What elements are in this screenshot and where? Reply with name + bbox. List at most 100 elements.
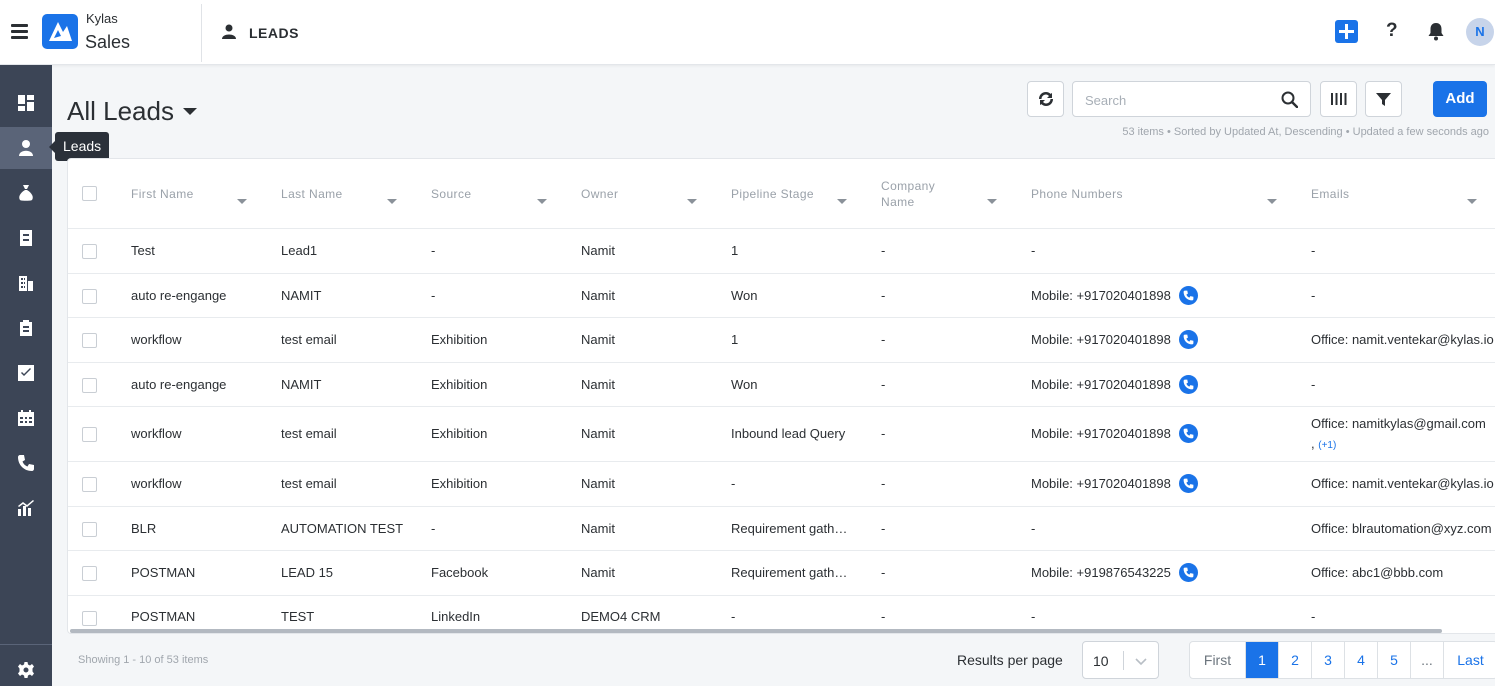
cell-last-name[interactable]: NAMIT: [281, 377, 322, 392]
nav-tasks[interactable]: [0, 352, 52, 394]
horizontal-scrollbar[interactable]: [70, 629, 1442, 633]
table-row[interactable]: workflow test email Exhibition Namit Inb…: [68, 407, 1495, 462]
select-all-checkbox[interactable]: [82, 186, 97, 201]
call-icon[interactable]: [1178, 563, 1198, 582]
cell-last-name[interactable]: LEAD 15: [281, 565, 334, 580]
table-row[interactable]: workflow test email Exhibition Namit - -…: [68, 462, 1495, 507]
nav-contacts[interactable]: [0, 217, 52, 259]
sort-phone-numbers-icon[interactable]: [1267, 199, 1277, 204]
page-5-button[interactable]: 5: [1378, 642, 1411, 678]
call-icon[interactable]: [1178, 330, 1198, 349]
page-first-button[interactable]: First: [1190, 642, 1246, 678]
row-checkbox[interactable]: [82, 427, 97, 442]
sort-source-icon[interactable]: [537, 199, 547, 204]
sort-last-name-icon[interactable]: [387, 199, 397, 204]
refresh-button[interactable]: [1027, 81, 1064, 117]
page-2-button[interactable]: 2: [1279, 642, 1312, 678]
table-row[interactable]: POSTMAN TEST LinkedIn DEMO4 CRM - - - -: [68, 596, 1495, 633]
table-row[interactable]: auto re-engange NAMIT Exhibition Namit W…: [68, 363, 1495, 407]
add-lead-button[interactable]: Add: [1433, 81, 1487, 117]
cell-last-name[interactable]: test email: [281, 476, 337, 491]
cell-first-name[interactable]: workflow: [131, 476, 182, 491]
call-icon[interactable]: [1178, 424, 1198, 443]
cell-first-name[interactable]: auto re-engange: [131, 377, 227, 392]
column-header-pipeline-stage[interactable]: Pipeline Stage: [731, 187, 814, 201]
bell-icon[interactable]: [1427, 22, 1445, 41]
row-checkbox[interactable]: [82, 522, 97, 537]
view-dropdown-caret-icon[interactable]: [183, 108, 197, 115]
cell-first-name[interactable]: workflow: [131, 332, 182, 347]
sort-owner-icon[interactable]: [687, 199, 697, 204]
user-avatar[interactable]: N: [1466, 18, 1494, 46]
sort-company-name-icon[interactable]: [987, 199, 997, 204]
row-checkbox[interactable]: [82, 611, 97, 626]
cell-first-name[interactable]: auto re-engange: [131, 288, 227, 303]
table-row[interactable]: workflow test email Exhibition Namit 1 -…: [68, 318, 1495, 363]
nav-settings[interactable]: [0, 649, 52, 686]
cell-first-name[interactable]: workflow: [131, 426, 182, 441]
column-header-phone-numbers[interactable]: Phone Numbers: [1031, 187, 1123, 201]
kylas-logo[interactable]: [42, 14, 78, 49]
search-icon[interactable]: [1281, 91, 1298, 108]
cell-last-name[interactable]: TEST: [281, 609, 315, 624]
column-header-last-name[interactable]: Last Name: [281, 187, 343, 201]
filter-button[interactable]: [1365, 81, 1402, 117]
search-field[interactable]: [1072, 81, 1311, 117]
page-3-button[interactable]: 3: [1312, 642, 1345, 678]
cell-last-name[interactable]: NAMIT: [281, 288, 322, 303]
cell-last-name[interactable]: Lead1: [281, 243, 318, 258]
cell-last-name[interactable]: test email: [281, 332, 337, 347]
money-bag-icon: [19, 185, 33, 201]
quick-add-icon[interactable]: [1335, 20, 1358, 43]
nav-products[interactable]: [0, 307, 52, 349]
page-last-button[interactable]: Last: [1457, 652, 1484, 668]
cell-first-name[interactable]: Test: [131, 243, 155, 258]
help-icon[interactable]: ?: [1386, 20, 1398, 41]
cell-first-name[interactable]: POSTMAN: [131, 565, 196, 580]
cell-first-name[interactable]: BLR: [131, 521, 157, 536]
call-icon[interactable]: [1178, 375, 1198, 394]
table-row[interactable]: BLR AUTOMATION TEST - Namit Requirement …: [68, 507, 1495, 551]
call-icon[interactable]: [1178, 474, 1198, 493]
nav-dashboard[interactable]: [0, 82, 52, 124]
sort-emails-icon[interactable]: [1467, 199, 1477, 204]
view-title[interactable]: All Leads: [67, 96, 174, 126]
results-per-page-select[interactable]: 10: [1082, 641, 1159, 679]
nav-deals[interactable]: [0, 172, 52, 214]
nav-companies[interactable]: [0, 262, 52, 304]
nav-reports[interactable]: [0, 487, 52, 529]
cell-phone: Mobile: +917020401898: [1031, 286, 1198, 305]
column-header-first-name[interactable]: First Name: [131, 187, 194, 201]
columns-button[interactable]: [1320, 81, 1357, 117]
row-checkbox[interactable]: [82, 378, 97, 393]
table-row[interactable]: Test Lead1 - Namit 1 - - -: [68, 229, 1495, 274]
nav-calendar[interactable]: [0, 397, 52, 439]
cell-email: Office: blrautomation@xyz.com: [1311, 521, 1492, 536]
sort-first-name-icon[interactable]: [237, 199, 247, 204]
table-row[interactable]: auto re-engange NAMIT - Namit Won - Mobi…: [68, 274, 1495, 318]
chevron-down-icon: [1135, 658, 1147, 666]
page-4-button[interactable]: 4: [1345, 642, 1378, 678]
column-header-company-name[interactable]: Company Name: [881, 179, 936, 209]
page-1-button[interactable]: 1: [1246, 642, 1279, 678]
more-emails-link[interactable]: (+1): [1318, 440, 1337, 451]
cell-first-name[interactable]: POSTMAN: [131, 609, 196, 624]
row-checkbox[interactable]: [82, 333, 97, 348]
column-header-owner[interactable]: Owner: [581, 187, 619, 201]
table-row[interactable]: POSTMAN LEAD 15 Facebook Namit Requireme…: [68, 551, 1495, 596]
row-checkbox[interactable]: [82, 244, 97, 259]
column-header-emails[interactable]: Emails: [1311, 187, 1350, 201]
nav-calls[interactable]: [0, 442, 52, 484]
search-input[interactable]: [1085, 91, 1275, 109]
hamburger-menu-icon[interactable]: [11, 24, 28, 39]
cell-email: -: [1311, 609, 1316, 624]
column-header-source[interactable]: Source: [431, 187, 472, 201]
row-checkbox[interactable]: [82, 477, 97, 492]
cell-last-name[interactable]: test email: [281, 426, 337, 441]
sort-pipeline-stage-icon[interactable]: [837, 199, 847, 204]
call-icon[interactable]: [1178, 286, 1198, 305]
row-checkbox[interactable]: [82, 289, 97, 304]
nav-leads[interactable]: [0, 127, 52, 169]
row-checkbox[interactable]: [82, 566, 97, 581]
cell-last-name[interactable]: AUTOMATION TEST: [281, 521, 404, 536]
